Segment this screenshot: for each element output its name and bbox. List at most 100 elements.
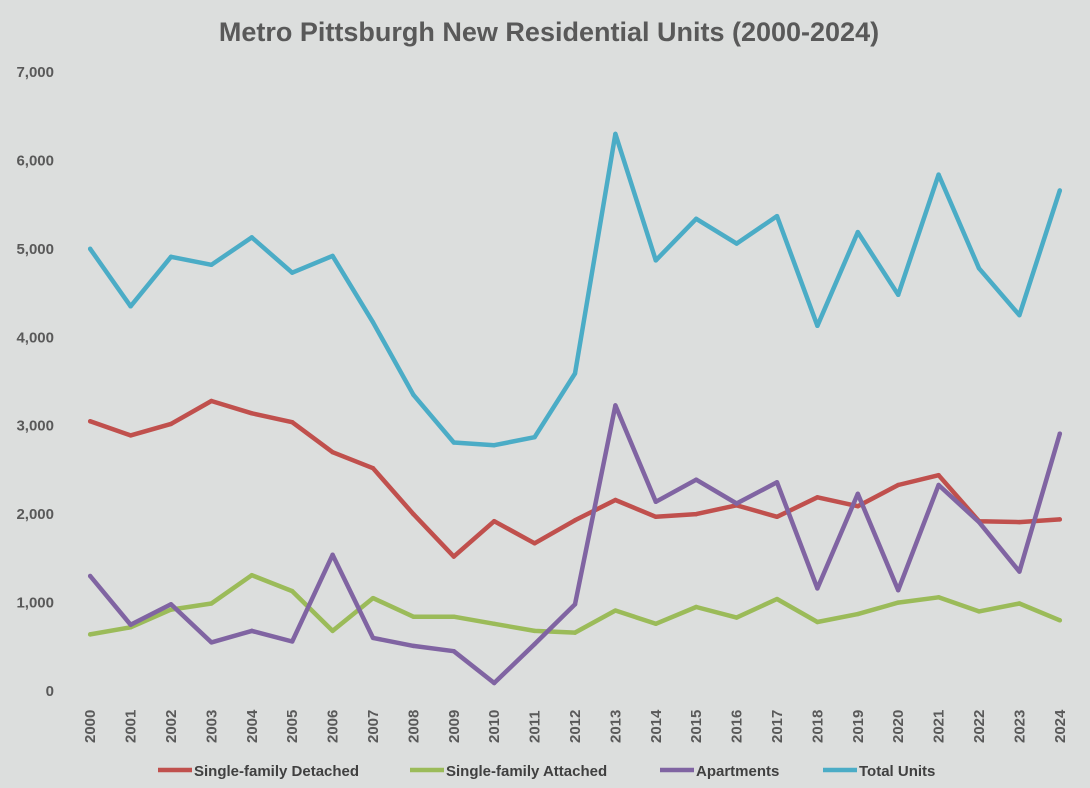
data-point	[774, 213, 780, 219]
x-tick-label: 2007	[365, 710, 382, 743]
data-point	[370, 635, 376, 641]
legend-label: Total Units	[859, 763, 935, 780]
data-point	[249, 572, 254, 578]
data-point	[249, 235, 254, 240]
x-tick-label: 2000	[82, 710, 99, 743]
data-point	[411, 392, 416, 397]
data-point	[532, 541, 537, 546]
data-point	[532, 628, 537, 634]
data-point	[976, 519, 982, 525]
data-point	[694, 604, 699, 610]
data-point	[88, 573, 93, 579]
data-point	[815, 586, 820, 591]
data-point	[492, 519, 497, 524]
data-point	[330, 552, 335, 558]
x-tick-label: 2016	[729, 710, 746, 743]
data-point	[774, 480, 780, 485]
data-point	[896, 292, 901, 298]
data-point	[653, 514, 658, 519]
legend-label: Apartments	[696, 763, 779, 780]
data-point	[451, 614, 456, 619]
data-point	[613, 403, 618, 408]
data-point	[896, 587, 901, 593]
data-point	[896, 600, 901, 605]
data-point	[815, 495, 820, 500]
series-layer	[87, 131, 1063, 686]
data-point	[815, 619, 820, 625]
data-point	[734, 501, 739, 506]
y-tick-label: 4,000	[16, 329, 54, 346]
data-point	[209, 262, 214, 267]
data-point	[815, 323, 820, 328]
data-point	[1017, 601, 1022, 606]
data-point	[572, 371, 578, 376]
data-point	[330, 253, 335, 259]
legend-item: Total Units	[823, 763, 935, 780]
data-point	[572, 602, 578, 607]
x-tick-label: 2008	[405, 710, 422, 743]
x-tick-label: 2011	[527, 710, 544, 743]
x-tick-label: 2003	[203, 710, 220, 743]
data-point	[976, 609, 982, 614]
x-tick-label: 2014	[648, 709, 665, 743]
data-point	[936, 172, 941, 177]
data-point	[370, 595, 376, 601]
data-point	[653, 621, 658, 626]
data-point	[734, 241, 739, 246]
legend-item: Single-family Attached	[410, 763, 607, 780]
data-point	[290, 639, 295, 644]
x-tick-label: 2020	[890, 710, 907, 743]
data-point	[209, 601, 214, 606]
data-point	[936, 473, 941, 478]
data-point	[411, 643, 416, 649]
data-point	[168, 421, 174, 427]
data-point	[653, 499, 658, 504]
data-point	[855, 503, 860, 509]
x-tick-label: 2023	[1011, 710, 1028, 743]
data-point	[653, 258, 658, 263]
series-line-total-units	[87, 131, 1063, 448]
x-tick-label: 2015	[688, 710, 705, 743]
x-tick-label: 2004	[244, 709, 261, 743]
y-tick-label: 6,000	[16, 152, 54, 169]
x-tick-label: 2017	[769, 710, 786, 743]
data-point	[613, 608, 618, 613]
data-point	[1057, 517, 1063, 522]
x-tick-label: 2001	[123, 710, 140, 743]
y-tick-label: 2,000	[16, 506, 54, 523]
data-point	[936, 482, 941, 488]
data-point	[492, 442, 497, 448]
y-axis: 0 1,000 2,000 3,000 4,000 5,000 6,000 7,000	[16, 64, 54, 700]
x-axis: 2000 2001 2002 2003 2004 2005 2006 2007 2008 2009…	[82, 709, 1069, 743]
data-point	[1057, 188, 1063, 193]
data-point	[249, 411, 254, 416]
data-point	[370, 320, 376, 325]
data-point	[209, 640, 214, 645]
data-point	[855, 611, 860, 617]
y-tick-label: 0	[46, 683, 54, 700]
legend-label: Single-family Attached	[446, 763, 607, 780]
data-point	[896, 482, 901, 488]
data-point	[88, 419, 93, 424]
data-point	[128, 622, 133, 627]
x-tick-label: 2009	[446, 710, 463, 743]
data-point	[370, 465, 376, 471]
data-point	[451, 440, 456, 445]
data-point	[774, 514, 780, 519]
data-point	[1057, 618, 1063, 623]
data-point	[1017, 569, 1022, 574]
x-tick-label: 2006	[325, 710, 342, 743]
x-tick-label: 2013	[607, 710, 624, 743]
data-point	[774, 596, 780, 602]
data-point	[168, 607, 174, 612]
data-point	[1057, 431, 1063, 436]
x-tick-label: 2002	[163, 710, 180, 743]
data-point	[1017, 519, 1022, 525]
data-point	[330, 450, 335, 455]
data-point	[572, 630, 578, 635]
data-point	[249, 628, 254, 634]
data-point	[168, 254, 174, 260]
legend-item: Apartments	[660, 763, 779, 780]
y-tick-label: 3,000	[16, 418, 54, 435]
